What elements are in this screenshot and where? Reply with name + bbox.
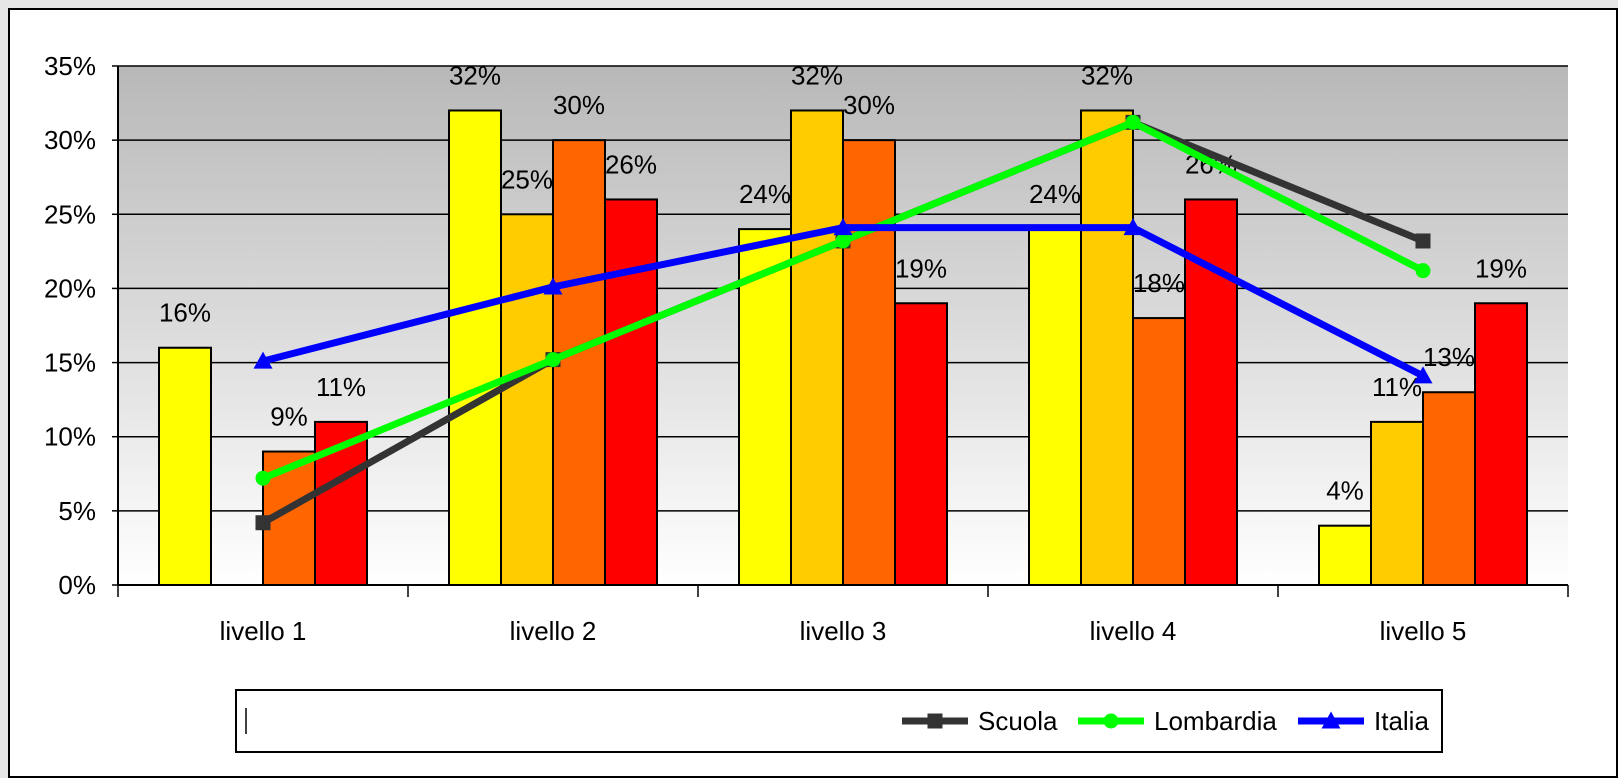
bar-label: 30% [553, 90, 605, 120]
marker-triangle [1321, 711, 1341, 729]
bar [604, 198, 658, 586]
bar-label: 32% [1081, 60, 1133, 90]
bar [1422, 391, 1476, 586]
bar [552, 139, 606, 586]
x-tick-label: livello 3 [800, 616, 887, 646]
y-tick-label: 25% [44, 199, 96, 229]
marker-circle [1103, 713, 1119, 729]
legend: Scuola Lombardia Italia [235, 689, 1443, 753]
bar [894, 302, 948, 586]
bar [1028, 228, 1082, 586]
marker-square [927, 713, 943, 729]
bar-label: 32% [449, 60, 501, 90]
legend-box [235, 689, 1443, 753]
marker-circle [1415, 263, 1431, 279]
marker-square [255, 515, 271, 531]
y-tick-label: 10% [44, 422, 96, 452]
y-tick-label: 20% [44, 273, 96, 303]
bar-label: 19% [895, 253, 947, 283]
x-tick-label: livello 4 [1090, 616, 1177, 646]
bar-label: 16% [159, 298, 211, 328]
x-axis: livello 1 livello 2 livello 3 livello 4 live… [117, 584, 1569, 646]
marker-triangle [1413, 366, 1433, 384]
marker-triangle [833, 218, 853, 236]
bar-label: 13% [1423, 342, 1475, 372]
bar [842, 139, 896, 586]
bar-label: 32% [791, 60, 843, 90]
marker-triangle [253, 351, 273, 369]
x-tick-label: livello 2 [510, 616, 597, 646]
bar [448, 109, 502, 586]
marker-circle [835, 233, 851, 249]
marker-square [1415, 233, 1431, 249]
y-tick-label: 30% [44, 125, 96, 155]
bars [158, 109, 1528, 587]
marker-circle [255, 470, 271, 486]
bar [790, 109, 844, 586]
bar-label: 24% [739, 179, 791, 209]
x-tick-label: livello 1 [220, 616, 307, 646]
bar [500, 213, 554, 587]
bar-label: 19% [1475, 253, 1527, 283]
legend-label: Scuola [978, 706, 1058, 736]
bar [1132, 317, 1186, 586]
bar-labels: 16% 32% 24% 24% 4% 25% 32% 32% 11% 9% 30% 30% 18% 13%… [159, 60, 1527, 505]
bar [1370, 420, 1424, 586]
bar [158, 346, 212, 586]
bar-label: 9% [270, 402, 308, 432]
bar-label: 30% [843, 90, 895, 120]
x-tick-label: livello 5 [1380, 616, 1467, 646]
marker-triangle [543, 277, 563, 295]
legend-label: Italia [1374, 706, 1429, 736]
bar [1080, 109, 1134, 586]
marker-circle [545, 352, 561, 368]
bar-label: 24% [1029, 179, 1081, 209]
marker-triangle [1123, 218, 1143, 236]
bar-label: 11% [316, 372, 366, 402]
y-tick-label: 0% [58, 570, 96, 600]
bar-label: 25% [501, 164, 553, 194]
y-tick-label: 15% [44, 348, 96, 378]
bar-label: 11% [1372, 372, 1422, 402]
bar-label: 26% [605, 149, 657, 179]
bar [1318, 524, 1372, 587]
bar [1474, 302, 1528, 586]
bar-label: 4% [1326, 476, 1364, 506]
lines [253, 114, 1433, 531]
y-axis: 0% 5% 10% 15% 20% 25% 30% 35% [44, 51, 119, 600]
bar-label: 18% [1133, 268, 1185, 298]
y-tick-label: 5% [58, 496, 96, 526]
marker-circle [1125, 114, 1141, 130]
y-tick-label: 35% [44, 51, 96, 81]
legend-label: Lombardia [1154, 706, 1277, 736]
